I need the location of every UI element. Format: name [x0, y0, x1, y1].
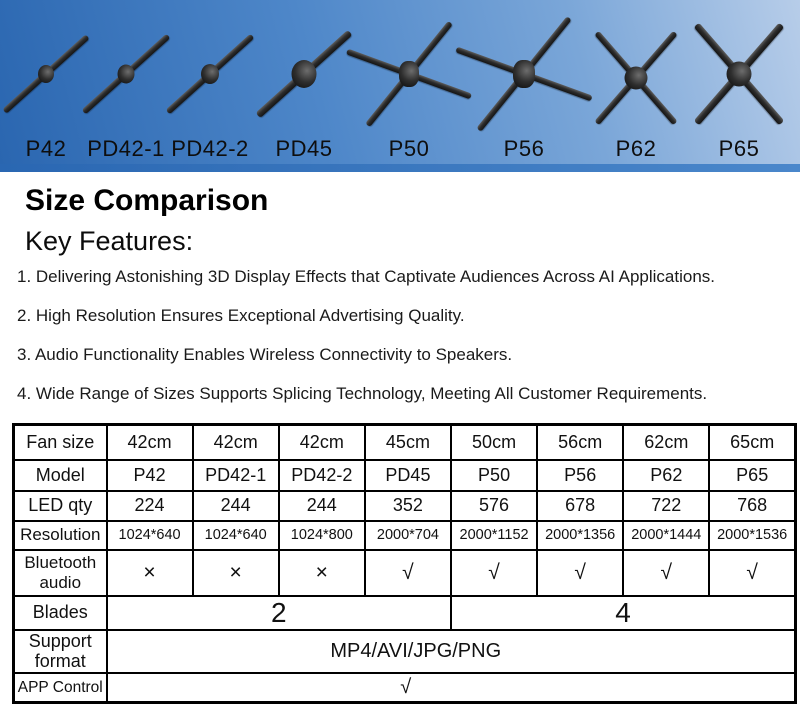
- cell-resolution: 2000*704: [363, 519, 453, 551]
- product-label: P42: [25, 136, 67, 161]
- cell-fan-size: 56cm: [536, 423, 625, 461]
- cell-model: P56: [536, 458, 625, 492]
- fan-hub: [726, 61, 752, 87]
- cell-model: P65: [708, 458, 797, 492]
- table-row-fan-size: Fan size 42cm 42cm 42cm 45cm 50cm 56cm 6…: [12, 423, 797, 461]
- cell-resolution: 1024*640: [105, 519, 194, 551]
- cell-led-qty: 768: [708, 489, 797, 522]
- cell-resolution: 2000*1356: [536, 519, 625, 551]
- table-row-support-format: Support format MP4/AVI/JPG/PNG: [12, 628, 797, 674]
- row-label: LED qty: [12, 489, 108, 522]
- feature-item: 4. Wide Range of Sizes Supports Splicing…: [17, 384, 708, 403]
- cell-model: P50: [449, 458, 539, 492]
- feature-item: 3. Audio Functionality Enables Wireless …: [17, 345, 513, 364]
- hero-banner: P42 PD42-1 PD42-2 PD45 P50 P56 P62 P65: [0, 0, 800, 172]
- cell-model: PD45: [363, 458, 453, 492]
- product-label: P50: [388, 136, 430, 161]
- cell-app-control-check-icon: √: [105, 671, 797, 704]
- cell-bluetooth-cross-icon: ×: [105, 548, 194, 597]
- cell-fan-size: 42cm: [105, 423, 194, 461]
- cell-bluetooth-check-icon: √: [622, 548, 711, 597]
- cell-support-format: MP4/AVI/JPG/PNG: [105, 628, 797, 674]
- features-list: 1. Delivering Astonishing 3D Display Eff…: [17, 267, 800, 404]
- cell-bluetooth-check-icon: √: [449, 548, 539, 597]
- fan-hub: [399, 61, 419, 87]
- row-label: Blades: [12, 594, 108, 631]
- row-label: Fan size: [12, 423, 108, 461]
- row-label: APP Control: [12, 671, 108, 704]
- product-label: PD42-2: [171, 136, 249, 161]
- cell-resolution: 1024*800: [277, 519, 366, 551]
- cell-fan-size: 42cm: [191, 423, 280, 461]
- fan-hub: [201, 64, 219, 84]
- cell-led-qty: 244: [277, 489, 366, 522]
- table-row-bluetooth-audio: Bluetooth audio × × × √ √ √ √ √: [12, 548, 797, 597]
- cell-blades-4: 4: [450, 594, 797, 631]
- table-row-model: Model P42 PD42-1 PD42-2 PD45 P50 P56 P62…: [12, 458, 797, 492]
- cell-fan-size: 50cm: [449, 423, 539, 461]
- product-label: P62: [615, 136, 657, 161]
- table-row-led-qty: LED qty 224 244 244 352 576 678 722 768: [12, 489, 797, 522]
- row-label: Bluetooth audio: [12, 548, 108, 597]
- cell-led-qty: 244: [191, 489, 280, 522]
- table-row-blades: Blades 2 4: [12, 594, 797, 631]
- table-row-resolution: Resolution 1024*640 1024*640 1024*800 20…: [12, 519, 797, 551]
- cell-model: PD42-1: [191, 458, 280, 492]
- product-label: PD42-1: [87, 136, 165, 161]
- cell-blades-2: 2: [105, 594, 452, 631]
- feature-item: 2. High Resolution Ensures Exceptional A…: [17, 306, 465, 325]
- row-label: Resolution: [12, 519, 108, 551]
- cell-resolution: 2000*1152: [449, 519, 539, 551]
- features-heading: Key Features:: [25, 226, 194, 256]
- feature-item: 1. Delivering Astonishing 3D Display Eff…: [17, 267, 716, 286]
- fan-hub: [624, 66, 648, 90]
- cell-bluetooth-check-icon: √: [536, 548, 625, 597]
- row-label: Model: [12, 458, 108, 492]
- cell-led-qty: 352: [363, 489, 453, 522]
- row-label: Support format: [12, 628, 108, 674]
- page-title: Size Comparison: [25, 184, 269, 217]
- cell-fan-size: 65cm: [708, 423, 797, 461]
- fan-hub: [117, 64, 135, 84]
- cell-resolution: 1024*640: [191, 519, 280, 551]
- fan-hub: [38, 65, 54, 83]
- fan-hub: [513, 60, 535, 88]
- cell-fan-size: 45cm: [363, 423, 453, 461]
- fan-hub: [291, 60, 317, 88]
- product-label: P56: [503, 136, 545, 161]
- cell-bluetooth-check-icon: √: [363, 548, 453, 597]
- cell-led-qty: 224: [105, 489, 194, 522]
- product-label: P65: [718, 136, 760, 161]
- product-label: PD45: [275, 136, 333, 161]
- cell-model: P62: [622, 458, 711, 492]
- cell-bluetooth-check-icon: √: [708, 548, 797, 597]
- cell-bluetooth-cross-icon: ×: [277, 548, 366, 597]
- cell-resolution: 2000*1444: [622, 519, 711, 551]
- cell-model: PD42-2: [277, 458, 366, 492]
- cell-model: P42: [105, 458, 194, 492]
- cell-led-qty: 722: [622, 489, 711, 522]
- table-row-app-control: APP Control √: [12, 671, 797, 704]
- cell-led-qty: 678: [536, 489, 625, 522]
- banner-bottom-strip: [0, 164, 800, 172]
- spec-table: Fan size 42cm 42cm 42cm 45cm 50cm 56cm 6…: [12, 423, 797, 705]
- cell-led-qty: 576: [449, 489, 539, 522]
- cell-resolution: 2000*1536: [708, 519, 797, 551]
- cell-fan-size: 42cm: [277, 423, 366, 461]
- cell-fan-size: 62cm: [622, 423, 711, 461]
- cell-bluetooth-cross-icon: ×: [191, 548, 280, 597]
